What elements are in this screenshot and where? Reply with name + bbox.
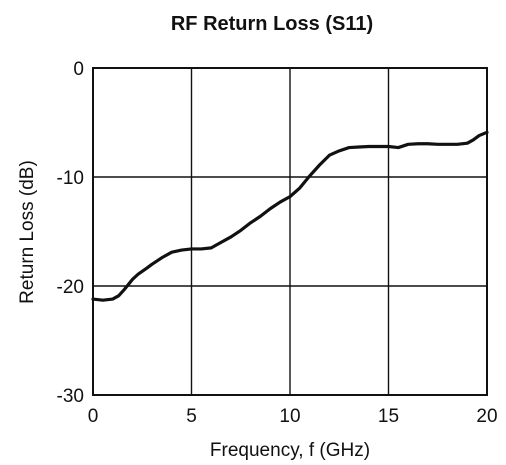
x-tick-label: 15: [378, 406, 399, 427]
y-tick-label: -10: [57, 168, 84, 189]
return-loss-series-line: [91, 130, 489, 302]
y-tick-label: -30: [57, 386, 84, 407]
y-axis-label: Return Loss (dB): [17, 160, 38, 304]
y-tick-label: 0: [73, 59, 84, 80]
x-tick-label: 10: [279, 406, 300, 427]
x-axis-label: Frequency, f (GHz): [210, 440, 370, 461]
x-tick-label: 20: [476, 406, 497, 427]
x-tick-label: 5: [186, 406, 197, 427]
x-axis-ticks: 0 5 10 15 20: [88, 406, 498, 427]
y-axis-ticks: 0 -10 -20 -30: [57, 59, 84, 407]
plot-area-frame: [92, 67, 488, 396]
y-tick-label: -20: [57, 277, 84, 298]
grid-lines: [93, 68, 487, 395]
chart-title: RF Return Loss (S11): [171, 13, 373, 35]
x-tick-label: 0: [88, 406, 99, 427]
